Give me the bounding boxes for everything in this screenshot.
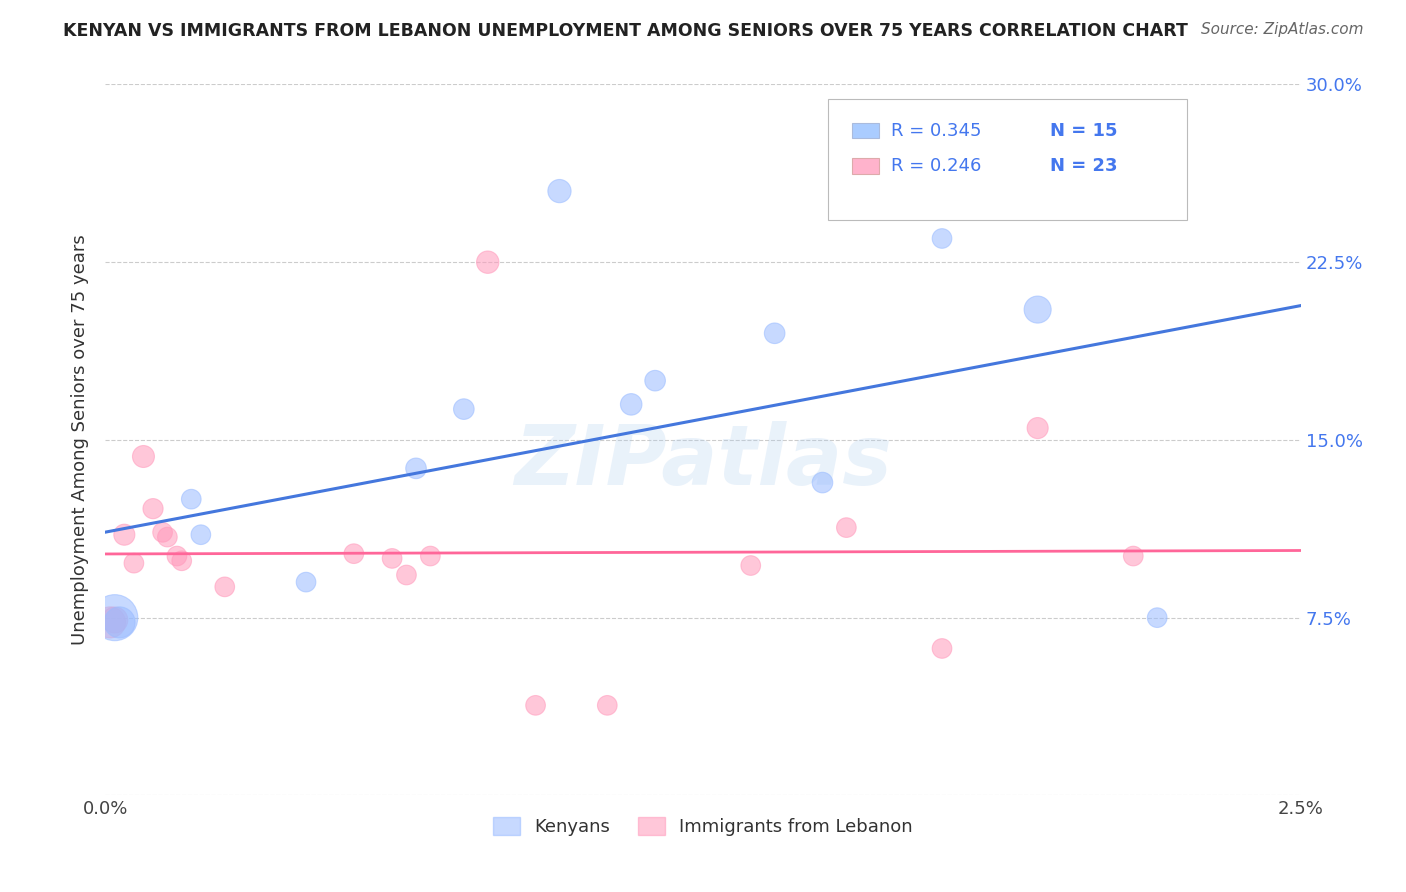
Point xyxy=(190,527,212,541)
Point xyxy=(166,549,188,563)
Text: KENYAN VS IMMIGRANTS FROM LEBANON UNEMPLOYMENT AMONG SENIORS OVER 75 YEARS CORRE: KENYAN VS IMMIGRANTS FROM LEBANON UNEMPL… xyxy=(63,22,1188,40)
Y-axis label: Unemployment Among Seniors over 75 years: Unemployment Among Seniors over 75 years xyxy=(72,235,89,645)
Point xyxy=(1146,610,1168,624)
Point xyxy=(104,610,127,624)
Text: Source: ZipAtlas.com: Source: ZipAtlas.com xyxy=(1201,22,1364,37)
Point xyxy=(524,698,547,713)
Point xyxy=(763,326,786,341)
Text: N = 15: N = 15 xyxy=(1050,121,1118,140)
Point xyxy=(644,374,666,388)
FancyBboxPatch shape xyxy=(828,99,1187,219)
Point xyxy=(395,568,418,582)
Point xyxy=(108,615,131,630)
Point xyxy=(295,575,318,590)
Text: N = 23: N = 23 xyxy=(1050,157,1118,175)
Text: ZIPatlas: ZIPatlas xyxy=(515,421,891,501)
Point xyxy=(122,556,145,570)
Point xyxy=(156,530,179,544)
Point xyxy=(453,402,475,417)
Point xyxy=(104,613,127,627)
Point xyxy=(931,641,953,656)
Point xyxy=(405,461,427,475)
Legend: Kenyans, Immigrants from Lebanon: Kenyans, Immigrants from Lebanon xyxy=(486,809,920,843)
Point xyxy=(180,492,202,507)
Point xyxy=(1026,421,1049,435)
Point xyxy=(931,231,953,245)
Point xyxy=(152,525,174,540)
Point xyxy=(381,551,404,566)
Point xyxy=(343,547,366,561)
Bar xyxy=(852,123,879,138)
Point xyxy=(170,554,193,568)
Point xyxy=(214,580,236,594)
Point xyxy=(112,527,135,541)
Point xyxy=(596,698,619,713)
Point xyxy=(1026,302,1049,317)
Point xyxy=(132,450,155,464)
Point xyxy=(620,397,643,411)
Point xyxy=(740,558,762,573)
Point xyxy=(419,549,441,563)
Text: R = 0.345: R = 0.345 xyxy=(890,121,981,140)
Point xyxy=(477,255,499,269)
Point xyxy=(1122,549,1144,563)
Text: R = 0.246: R = 0.246 xyxy=(890,157,981,175)
Point xyxy=(548,184,571,198)
Point xyxy=(98,615,121,630)
Point xyxy=(811,475,834,490)
Bar xyxy=(852,159,879,174)
Point xyxy=(142,501,165,516)
Point xyxy=(835,520,858,534)
